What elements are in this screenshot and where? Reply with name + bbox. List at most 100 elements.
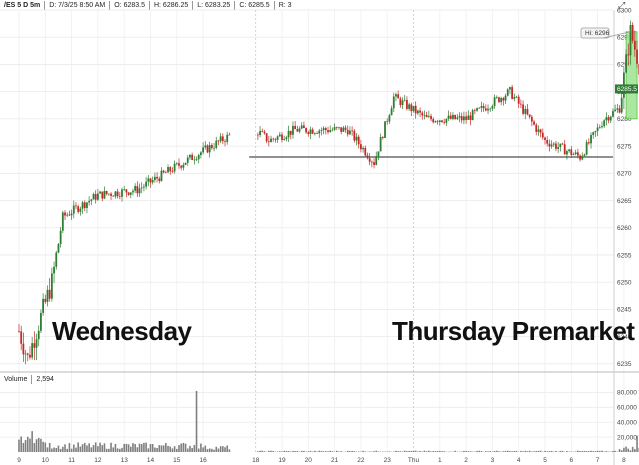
volume-bar — [147, 448, 150, 452]
hi-label: Hi: 6296 — [585, 30, 610, 37]
candle-body — [169, 167, 172, 172]
candle-body — [570, 149, 573, 155]
volume-bar — [88, 443, 90, 452]
candle-body — [524, 108, 527, 114]
volume-bar — [268, 450, 270, 452]
volume-bar — [555, 450, 557, 452]
candle-body — [309, 129, 312, 135]
candle-body — [88, 200, 91, 203]
volume-bar — [592, 451, 595, 452]
last-price-label: 6285.5 — [617, 86, 637, 93]
candle-body — [511, 87, 514, 99]
candle-body — [561, 143, 564, 145]
volume-bar — [125, 443, 128, 452]
volume-bar — [294, 451, 296, 452]
time-tick-label: 18 — [252, 457, 260, 464]
low-label: L: 6283.25 — [193, 1, 236, 10]
quote-header: /ES 5 D 5m D: 7/3/25 8:50 AM O: 6283.5 H… — [0, 0, 296, 11]
candle-body — [228, 134, 231, 136]
volume-bar — [57, 445, 60, 452]
time-tick-label: 6 — [569, 457, 573, 464]
volume-bar — [193, 445, 196, 452]
volume-axis: 20,000 40,000 60,000 80,000 — [617, 390, 637, 442]
candle-body — [360, 144, 362, 150]
volume-bar — [197, 448, 200, 452]
volume-bar — [432, 450, 435, 452]
candle-body — [307, 132, 310, 135]
candle-body — [434, 121, 437, 123]
price-tick-label: 6245 — [617, 307, 632, 314]
candle-body — [515, 96, 518, 98]
volume-bar — [213, 449, 215, 452]
candle-body — [221, 136, 224, 142]
volume-bar — [598, 450, 601, 452]
volume-bar — [287, 451, 290, 452]
volume-bar — [292, 450, 294, 452]
candle-body — [576, 152, 579, 156]
candle-body — [31, 343, 34, 358]
volume-bar — [165, 443, 167, 452]
candle-body — [197, 155, 200, 160]
volume-bar — [504, 450, 507, 452]
volume-bar — [285, 450, 288, 452]
volume-bar — [309, 450, 312, 452]
volume-bar — [105, 448, 108, 452]
volume-bar — [434, 451, 437, 452]
candle-body — [256, 134, 259, 136]
date-label: D: 7/3/25 8:50 AM — [45, 1, 111, 10]
candle-body — [94, 194, 97, 200]
candle-body — [469, 115, 472, 121]
candle-body — [151, 180, 154, 183]
candle-body — [26, 353, 29, 355]
volume-bar — [59, 448, 62, 452]
candle-body — [175, 163, 178, 164]
volume-bar — [259, 450, 261, 452]
volume-bar — [215, 446, 218, 452]
candle-body — [366, 155, 369, 159]
candle-body — [596, 127, 599, 132]
volume-bar — [607, 451, 610, 452]
candle-body — [541, 132, 544, 138]
candle-body — [346, 129, 349, 135]
candle-body — [171, 171, 174, 172]
candle-body — [353, 130, 356, 141]
candle-body — [164, 172, 167, 174]
volume-bar — [226, 445, 229, 452]
volume-bar — [410, 450, 413, 452]
volume-bar — [346, 450, 349, 452]
time-tick-label: 2 — [464, 457, 468, 464]
candle-body — [261, 130, 264, 132]
volume-bar — [94, 442, 97, 452]
volume-bar — [408, 450, 410, 452]
price-tick-label: 6290 — [617, 62, 632, 69]
candle-body — [24, 353, 27, 355]
volume-bar — [119, 448, 121, 452]
volume-bar — [189, 445, 191, 452]
volume-bar — [81, 444, 84, 452]
volume-bar — [322, 451, 325, 452]
volume-bar — [588, 451, 590, 452]
candle-body — [327, 130, 329, 133]
volume-bar — [300, 450, 303, 452]
candle-body — [316, 133, 318, 134]
volume-bar — [160, 445, 163, 452]
candle-body — [579, 155, 581, 160]
candle-body — [627, 54, 630, 56]
volume-bar — [579, 451, 581, 452]
candle-body — [594, 131, 597, 133]
volume-bar — [627, 448, 630, 452]
symbol-label[interactable]: /ES 5 D 5m — [0, 1, 46, 10]
volume-bar — [441, 451, 443, 452]
candle-body — [184, 162, 187, 165]
candle-body — [46, 289, 49, 302]
volume-bar — [478, 450, 481, 452]
candle-body — [603, 120, 606, 127]
volume-bar — [388, 451, 391, 452]
candle-body — [552, 143, 555, 145]
zoom-icon[interactable]: ⤢ — [618, 1, 626, 11]
volume-bar — [151, 444, 154, 452]
candle-body — [18, 331, 20, 332]
volume-bar — [272, 450, 275, 452]
volume-bar — [515, 450, 518, 452]
